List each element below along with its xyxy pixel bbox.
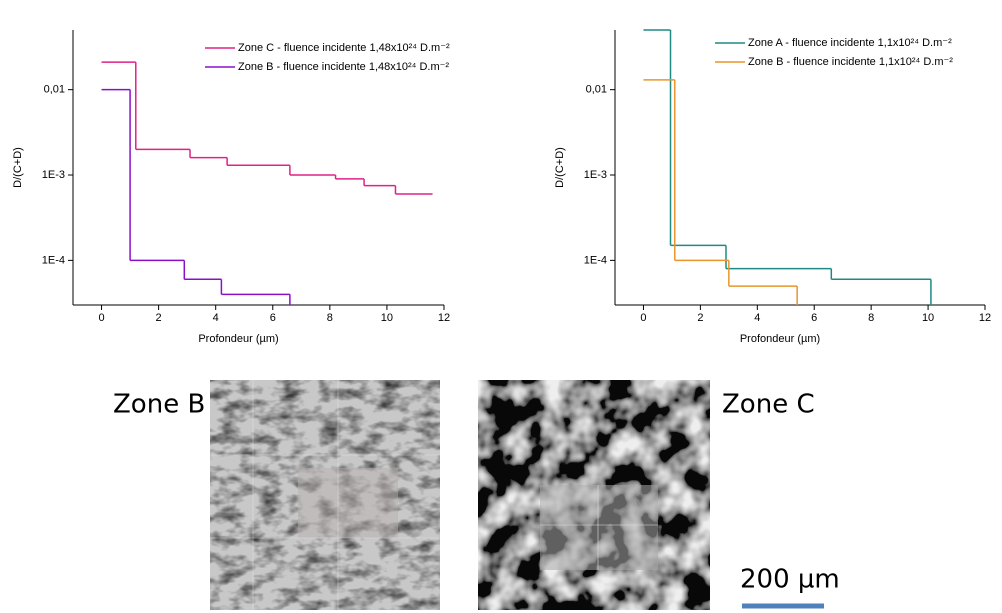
y-tick-label: 0,01 xyxy=(586,84,607,96)
y-tick-label: 1E-4 xyxy=(42,254,65,266)
legend-label: Zone B - fluence incidente 1,1x10²⁴ D.m⁻… xyxy=(748,56,953,68)
x-tick-label: 10 xyxy=(381,312,393,324)
image-label: Zone B xyxy=(113,390,205,420)
x-tick-label: 0 xyxy=(640,312,646,324)
x-tick-label: 2 xyxy=(697,312,703,324)
y-axis-label: D/(C+D) xyxy=(12,147,24,188)
y-tick-label: 0,01 xyxy=(44,84,65,96)
x-tick-label: 6 xyxy=(811,312,817,324)
x-tick-label: 12 xyxy=(979,312,991,324)
image-label: Zone C xyxy=(722,390,815,420)
micrograph-c xyxy=(478,380,710,610)
x-axis-label: Profondeur (µm) xyxy=(198,333,278,345)
x-tick-label: 12 xyxy=(438,312,450,324)
x-tick-label: 4 xyxy=(754,312,760,324)
legend-label: Zone B - fluence incidente 1,48x10²⁴ D.m… xyxy=(238,61,449,73)
legend-label: Zone C - fluence incidente 1,48x10²⁴ D.m… xyxy=(238,42,450,54)
y-tick-label: 1E-4 xyxy=(584,254,607,266)
x-tick-label: 4 xyxy=(213,312,219,324)
legend-label: Zone A - fluence incidente 1,1x10²⁴ D.m⁻… xyxy=(748,37,952,49)
x-tick-label: 8 xyxy=(327,312,333,324)
y-tick-label: 1E-3 xyxy=(584,169,607,181)
x-tick-label: 8 xyxy=(868,312,874,324)
y-tick-label: 1E-3 xyxy=(42,169,65,181)
x-tick-label: 6 xyxy=(270,312,276,324)
x-axis-label: Profondeur (µm) xyxy=(740,333,820,345)
y-axis-label: D/(C+D) xyxy=(554,147,566,188)
x-tick-label: 10 xyxy=(922,312,934,324)
micrograph-b xyxy=(210,380,440,610)
x-tick-label: 2 xyxy=(156,312,162,324)
scale-bar-label: 200 µm xyxy=(740,565,840,595)
x-tick-label: 0 xyxy=(98,312,104,324)
